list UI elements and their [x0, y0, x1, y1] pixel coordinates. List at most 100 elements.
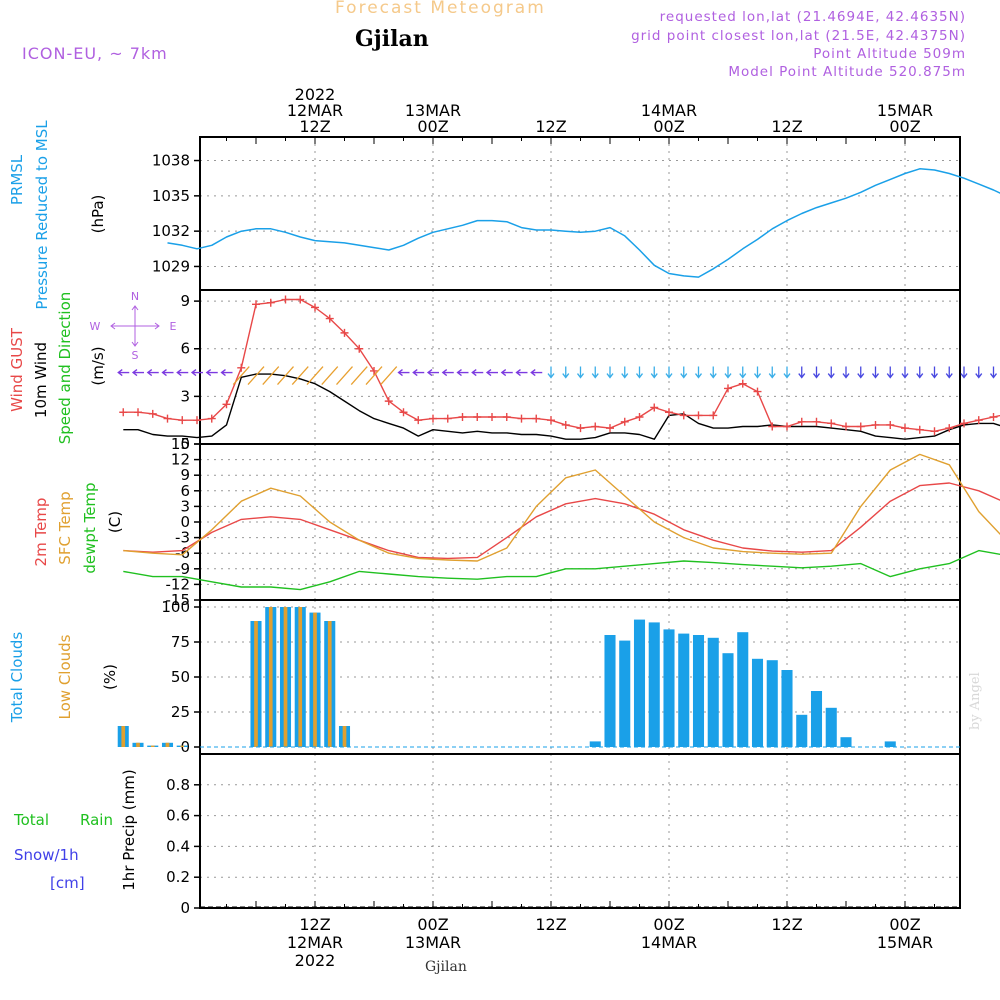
gust-marker	[340, 328, 349, 337]
gust-marker	[178, 416, 187, 425]
wind-direction-arrow	[945, 366, 953, 379]
low-cloud-bar	[165, 742, 170, 747]
gust-marker	[797, 417, 806, 426]
model-altitude: Model Point Altitude 520.875m	[728, 64, 966, 80]
y-tick-label: 100	[161, 598, 190, 616]
y-tick-label: 25	[171, 703, 190, 721]
time-label: 15MAR	[877, 101, 933, 120]
gust-marker	[576, 424, 585, 433]
wind-direction-arrow	[576, 366, 585, 379]
compass-west: W	[90, 320, 101, 333]
total-cloud-bar	[737, 632, 749, 747]
y-tick-label: 0	[180, 435, 190, 453]
gust-marker	[620, 417, 629, 426]
gust-marker	[665, 408, 673, 417]
pressure-unit-label: (hPa)	[89, 195, 107, 234]
low-cloud-bar	[342, 726, 347, 747]
y-tick-label: 3	[180, 387, 190, 405]
gust-marker	[134, 408, 142, 417]
gust-marker	[355, 344, 364, 353]
wind-direction-arrow	[306, 366, 324, 385]
total-precip-label: Total	[13, 811, 49, 829]
time-label: 12MAR	[287, 101, 343, 120]
gust-marker	[266, 298, 275, 307]
y-tick-label: 6	[180, 482, 190, 500]
gust-marker	[960, 419, 968, 428]
wind-direction-arrow	[232, 366, 250, 385]
wind-direction-arrow	[247, 366, 265, 385]
gust-marker	[488, 413, 496, 422]
temp-unit-label: (C)	[106, 511, 124, 533]
wind-direction-arrow	[336, 366, 353, 385]
low-cloud-bar	[121, 726, 126, 747]
y-tick-label: 1032	[152, 222, 190, 240]
wind-unit-label: (m/s)	[89, 346, 107, 385]
wind-direction-arrow	[680, 366, 688, 379]
pressure-msl-label: Pressure Reduced to MSL	[33, 120, 51, 310]
wind-direction-arrow	[989, 366, 998, 379]
gust-marker	[753, 387, 762, 396]
time-label: 00Z	[417, 915, 448, 934]
wind-direction-arrow	[621, 366, 629, 379]
wind-direction-arrow	[397, 369, 410, 377]
y-tick-label: 12	[171, 451, 190, 469]
wind-direction-arrow	[886, 366, 894, 379]
low-cloud-bar	[298, 607, 303, 747]
wind-direction-arrow	[857, 366, 865, 379]
dewpoint-line	[123, 549, 1000, 591]
temp-sfc-line	[123, 453, 1000, 562]
total-cloud-bar	[604, 635, 616, 747]
grid-point-coords: grid point closest lon,lat (21.5E, 42.43…	[631, 28, 966, 44]
gust-marker	[842, 422, 850, 431]
gust-marker	[812, 417, 821, 426]
wind-direction-arrow	[530, 369, 543, 377]
wind-direction-arrow	[694, 366, 703, 379]
time-label: 14MAR	[641, 101, 697, 120]
wind-direction-arrow	[562, 366, 570, 379]
gust-marker	[502, 413, 511, 422]
y-tick-label: -15	[166, 591, 191, 609]
time-label: 14MAR	[641, 933, 697, 952]
gust-marker	[429, 414, 437, 423]
gust-marker	[237, 363, 246, 372]
gust-marker	[325, 314, 334, 323]
gust-marker	[193, 416, 201, 425]
wind-direction-arrow	[842, 366, 850, 379]
wind-direction-arrow	[753, 366, 762, 379]
low-cloud-bar	[136, 742, 140, 747]
gust-marker	[679, 411, 688, 420]
wind-direction-arrow	[471, 369, 484, 377]
wind-direction-arrow	[161, 369, 174, 377]
total-cloud-bar	[840, 737, 852, 747]
time-label: 12Z	[535, 915, 566, 934]
time-label: 12MAR	[287, 933, 343, 952]
temp-sfc-label: SFC Temp	[56, 491, 74, 564]
y-tick-label: -12	[166, 575, 191, 593]
wind-direction-arrow	[380, 366, 398, 385]
wind-direction-arrow	[350, 366, 368, 385]
wind-direction-arrow	[650, 366, 658, 379]
gust-marker	[296, 295, 305, 304]
gust-marker	[606, 424, 614, 433]
total-cloud-bar	[796, 714, 808, 747]
total-clouds-label: Total Clouds	[8, 632, 26, 724]
precip-unit-label: 1hr Precip (mm)	[120, 769, 138, 890]
wind-direction-arrow	[131, 369, 144, 377]
wind-direction-arrow	[930, 366, 939, 379]
prmsl-label: PRMSL	[8, 154, 26, 205]
gust-marker	[709, 411, 718, 420]
total-cloud-bar	[810, 691, 823, 747]
y-tick-label: 75	[171, 633, 190, 651]
time-label: 2022	[295, 85, 336, 104]
time-label: 13MAR	[405, 933, 461, 952]
time-label: 00Z	[889, 915, 920, 934]
gust-marker	[886, 420, 895, 429]
wind-direction-arrow	[798, 366, 806, 379]
gust-marker	[119, 408, 128, 417]
wind-direction-arrow	[205, 369, 218, 377]
y-tick-label: 0.2	[166, 868, 190, 886]
y-tick-label: 0	[180, 513, 190, 531]
gust-marker	[989, 413, 998, 422]
wind-direction-arrow	[190, 369, 203, 377]
wind-direction-arrow	[176, 369, 189, 377]
